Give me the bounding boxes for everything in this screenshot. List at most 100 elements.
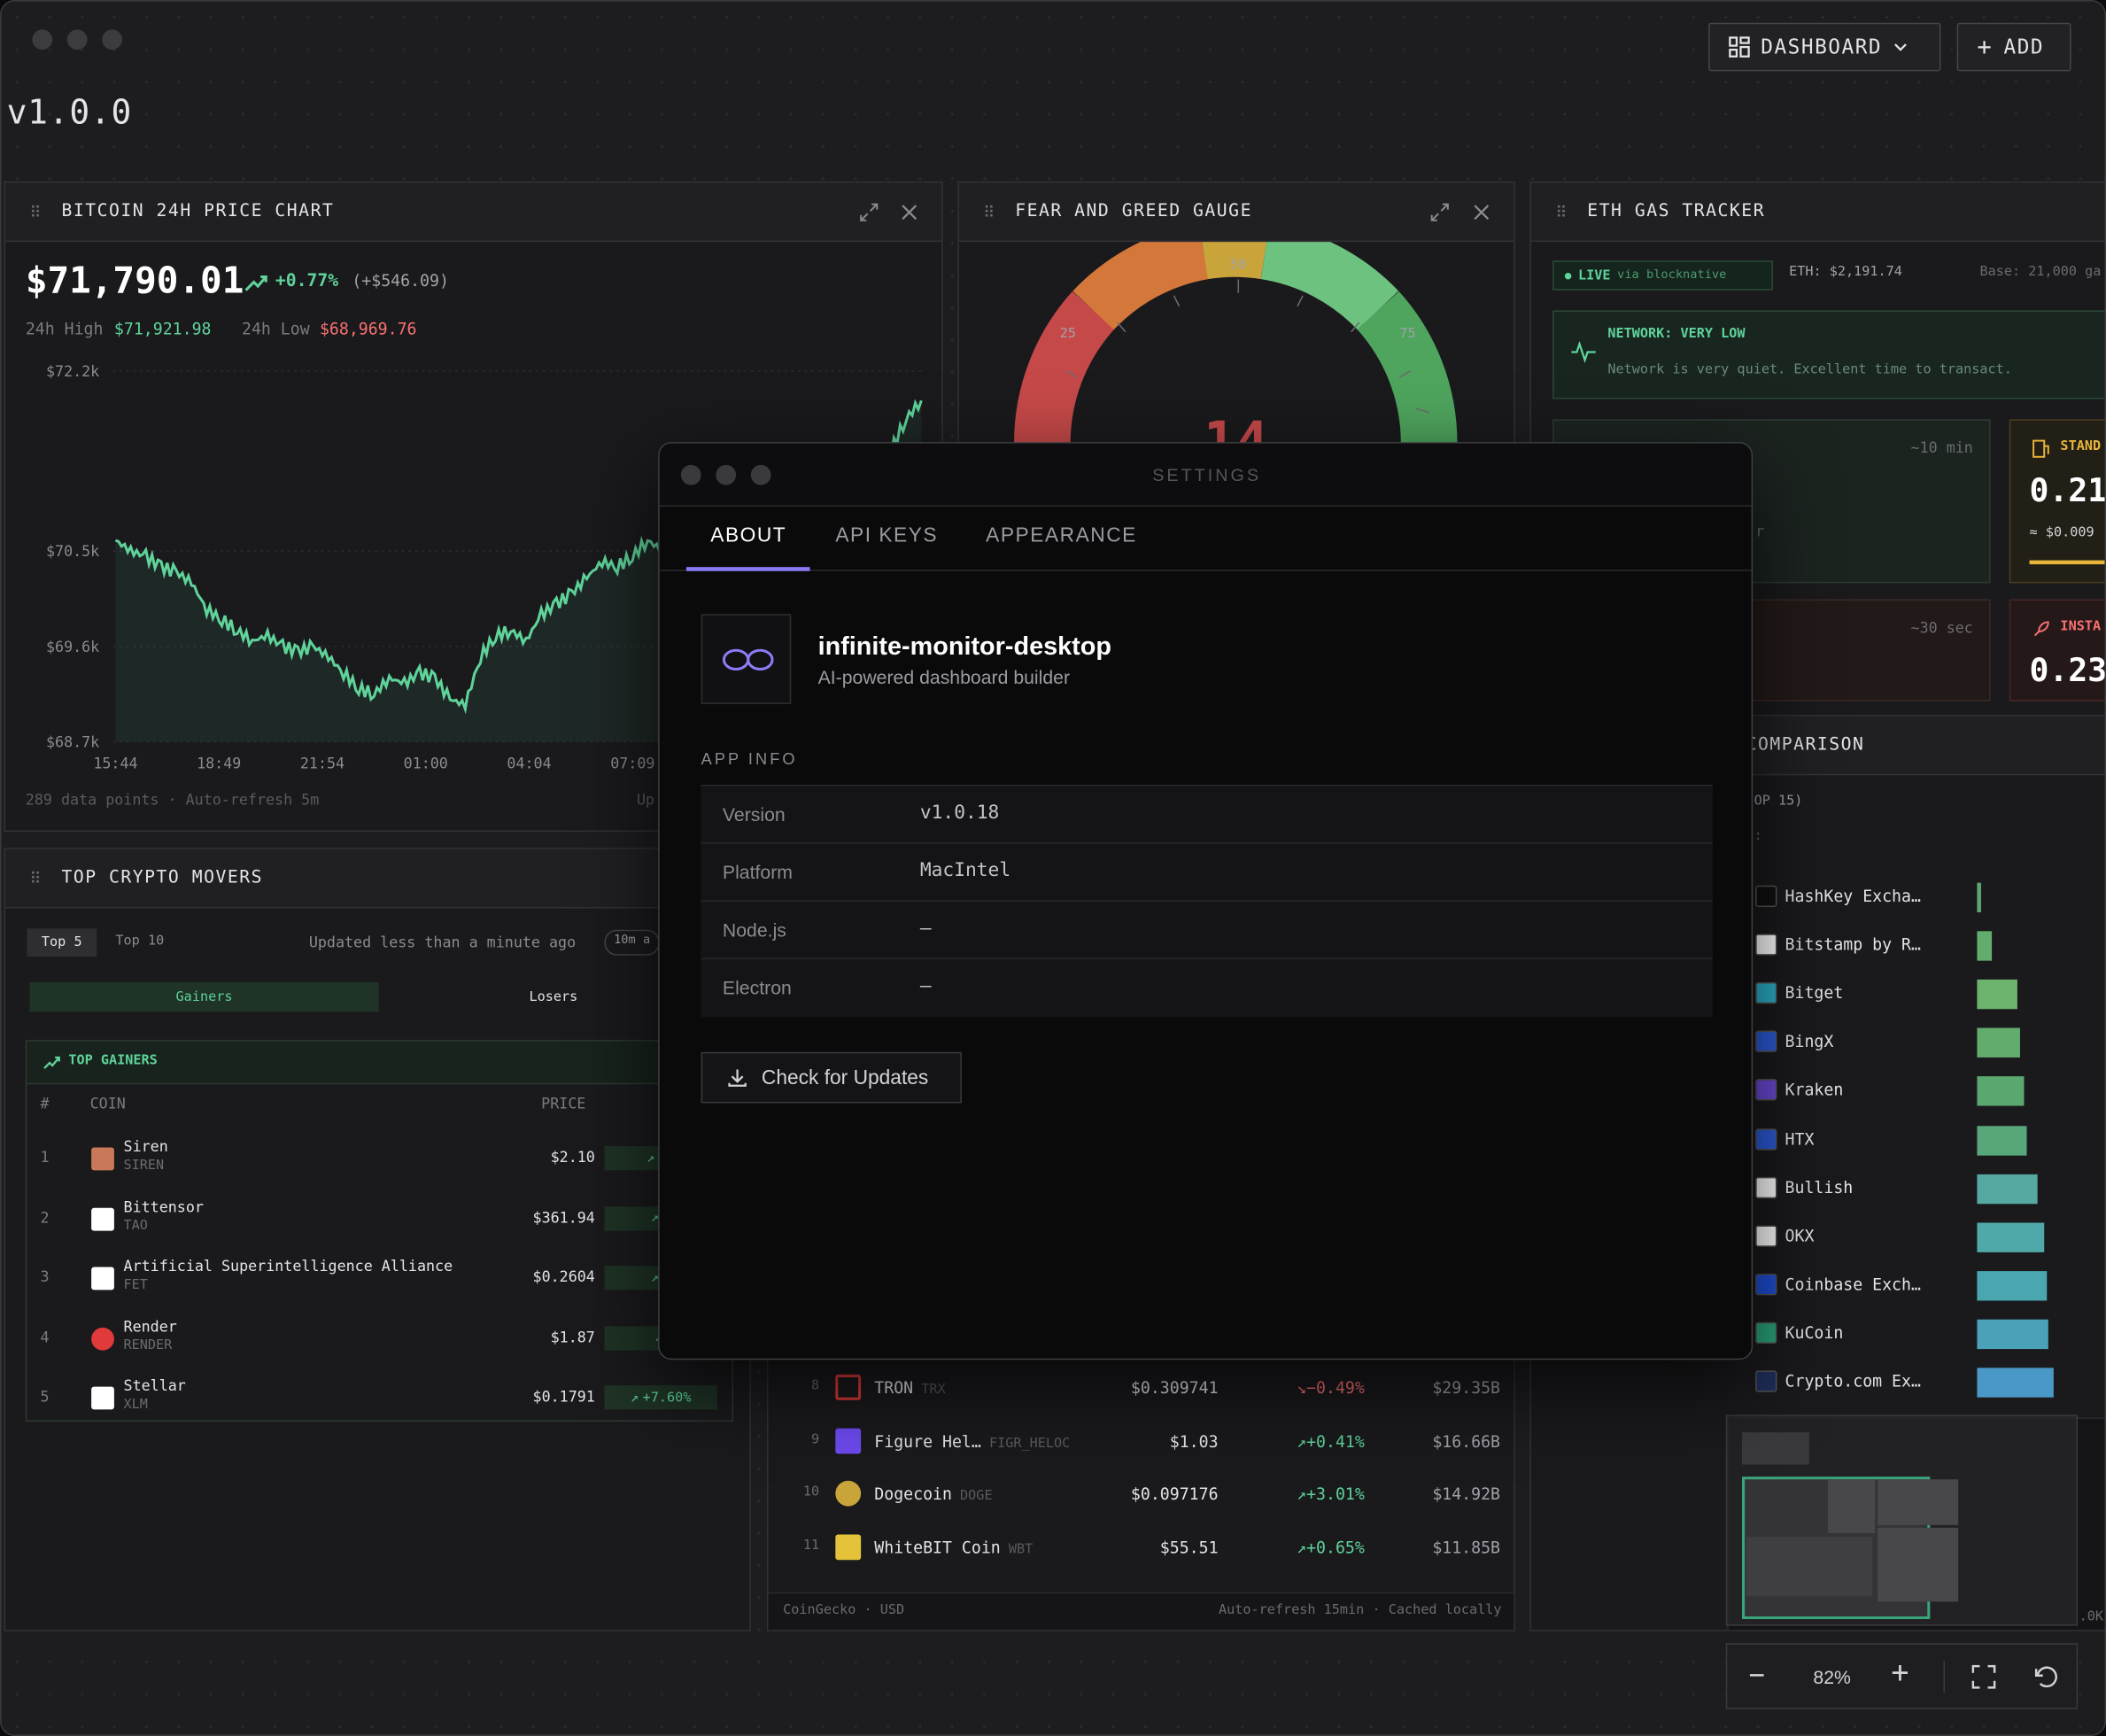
modal-titlebar: SETTINGS: [659, 443, 1752, 507]
x-tick-label: 04:04: [507, 756, 551, 772]
coin-price: $1.03: [1169, 1431, 1219, 1451]
coin-row[interactable]: 10 Dogecoin DOGE $0.097176 ↗+3.01% $14.92B: [768, 1469, 1514, 1521]
exchange-name: OKX: [1785, 1226, 1815, 1245]
mover-price: $2.10: [550, 1149, 595, 1166]
y-tick-label: $70.5k: [46, 543, 99, 560]
close-traffic-light[interactable]: [32, 29, 53, 50]
close-icon[interactable]: [899, 202, 920, 223]
expand-icon[interactable]: [1429, 202, 1451, 223]
losers-button[interactable]: Losers: [529, 989, 578, 1004]
modal-minimize-traffic-light[interactable]: [716, 464, 737, 485]
standard-bar: [2029, 560, 2105, 565]
modal-title: SETTINGS: [1152, 464, 1262, 485]
refresh-interval[interactable]: 10m a: [604, 929, 660, 956]
gauge-tick-50: 50: [1230, 258, 1247, 273]
mover-symbol: XLM: [123, 1397, 148, 1413]
zoom-out-icon[interactable]: −: [1748, 1658, 1765, 1691]
minimize-traffic-light[interactable]: [66, 29, 88, 50]
coin-symbol: WBT: [1008, 1541, 1034, 1557]
info-value: —: [919, 975, 932, 997]
coin-price: $0.097176: [1130, 1484, 1219, 1504]
coin-logo-icon: [91, 1327, 114, 1350]
exchange-name: HTX: [1785, 1129, 1815, 1149]
coin-row[interactable]: 9 Figure Hel… FIGR_HELOC $1.03 ↗+0.41% $16.66…: [768, 1415, 1514, 1468]
coin-row[interactable]: 8 TRON TRX $0.309741 ↘−0.49% $29.35B: [768, 1362, 1514, 1414]
exchange-name: KuCoin: [1785, 1323, 1844, 1343]
mover-price: $0.1791: [532, 1388, 595, 1406]
info-label: Platform: [722, 861, 793, 883]
exchange-logo-icon: [1755, 982, 1777, 1004]
exchange-logo-icon: [1755, 1079, 1777, 1102]
minimap[interactable]: [1725, 1414, 2079, 1626]
coin-market-cap: $14.92B: [1432, 1484, 1501, 1504]
gainers-button[interactable]: Gainers: [29, 981, 379, 1012]
zoom-traffic-light[interactable]: [102, 29, 123, 50]
gainers-title: TOP GAINERS: [68, 1053, 158, 1069]
info-label: Version: [722, 803, 786, 825]
tab-top-5[interactable]: Top 5: [27, 928, 97, 957]
exchange-bar: [1977, 1222, 2045, 1252]
coin-rank: 10: [802, 1484, 820, 1500]
tab-about[interactable]: ABOUT: [710, 523, 787, 547]
exchange-row[interactable]: Crypto.com Ex…: [1755, 1370, 1921, 1392]
exchange-row[interactable]: HashKey Excha…: [1755, 885, 1921, 907]
exchange-row[interactable]: Coinbase Exch…: [1755, 1273, 1921, 1296]
drag-handle-icon[interactable]: ⠿: [29, 202, 43, 221]
gainers-table: TOP GAINERS # COIN PRICE 1 Siren SIREN $2.1…: [25, 1040, 734, 1422]
coin-logo-icon: [91, 1207, 114, 1230]
exchange-row[interactable]: OKX: [1755, 1225, 1815, 1247]
fit-view-icon[interactable]: [1971, 1664, 1996, 1689]
coin-change-group: ↗+3.01%: [1297, 1484, 1365, 1503]
exchange-bar: [1977, 931, 1993, 961]
exchange-row[interactable]: Bitstamp by R…: [1755, 934, 1921, 956]
tab-api-keys[interactable]: API KEYS: [835, 523, 939, 547]
info-value: —: [919, 918, 932, 940]
base-gas: Base: 21,000 ga: [1979, 264, 2102, 280]
chart-footer-right: Up: [636, 791, 654, 810]
exchange-logo-icon: [1755, 1273, 1777, 1296]
reset-view-icon[interactable]: [2032, 1663, 2059, 1690]
minimap-block: [1878, 1527, 1959, 1602]
top-movers-widget: ⠿ TOP CRYPTO MOVERS Top 5 Top 10 Updated …: [4, 848, 751, 1631]
network-level: NETWORK: VERY LOW: [1607, 326, 1746, 342]
coin-logo-icon: [91, 1386, 114, 1410]
exchange-row[interactable]: KuCoin: [1755, 1321, 1844, 1344]
dashboard-button[interactable]: DASHBOARD: [1708, 22, 1941, 72]
exchange-name: Bitget: [1785, 983, 1844, 1003]
add-button[interactable]: + ADD: [1956, 22, 2071, 72]
app-version-label: v1.0.0: [6, 92, 133, 132]
exchange-row[interactable]: HTX: [1755, 1128, 1814, 1150]
trend-up-icon: [43, 1056, 60, 1069]
exchange-name: Bitstamp by R…: [1785, 934, 1921, 955]
mover-row[interactable]: 5 Stellar XLM $0.1791 ↗ +7.60%: [27, 1369, 734, 1426]
low-label: 24h Low: [241, 320, 310, 339]
expand-icon[interactable]: [858, 202, 879, 223]
zoom-in-icon[interactable]: +: [1891, 1656, 1909, 1691]
exchange-row[interactable]: BingX: [1755, 1031, 1833, 1053]
modal-close-traffic-light[interactable]: [680, 464, 701, 485]
mover-price: $0.2604: [532, 1268, 595, 1286]
mover-rank: 1: [40, 1149, 50, 1166]
exchange-row[interactable]: Bullish: [1755, 1176, 1853, 1198]
exchange-bar: [1977, 1027, 2020, 1058]
coin-row[interactable]: 11 WhiteBIT Coin WBT $55.51 ↗+0.65% $11.85B: [768, 1522, 1514, 1574]
trend-up-icon: ↗: [650, 1270, 659, 1286]
minimap-block: [1878, 1479, 1959, 1525]
mover-row[interactable]: 3 Artificial Superintelligence Alliance FE…: [27, 1250, 734, 1306]
app-description: AI-powered dashboard builder: [817, 666, 1071, 688]
drag-handle-icon[interactable]: ⠿: [1555, 202, 1569, 221]
tab-top-10[interactable]: Top 10: [115, 934, 165, 949]
tab-appearance[interactable]: APPEARANCE: [986, 523, 1137, 547]
modal-zoom-traffic-light[interactable]: [750, 464, 771, 485]
exchange-row[interactable]: Kraken: [1755, 1079, 1843, 1102]
exchange-row[interactable]: Bitget: [1755, 982, 1843, 1004]
drag-handle-icon[interactable]: ⠿: [29, 868, 43, 887]
drag-handle-icon[interactable]: ⠿: [983, 202, 996, 221]
exchange-subtitle-fragment: :: [1754, 829, 1762, 844]
close-icon[interactable]: [1471, 202, 1492, 223]
exchange-logo-icon: [1755, 1321, 1777, 1344]
check-updates-button[interactable]: Check for Updates: [701, 1051, 962, 1104]
